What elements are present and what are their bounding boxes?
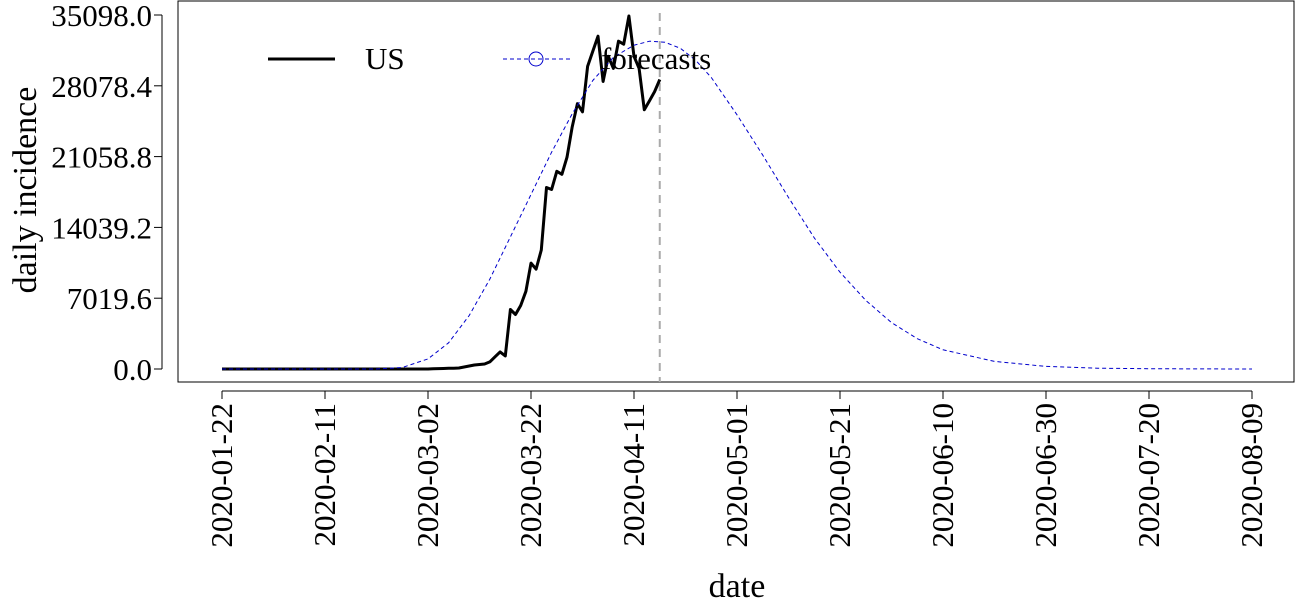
- plot-lines: [222, 13, 1253, 382]
- x-tick-label: 2020-06-10: [925, 403, 960, 548]
- x-tick-label: 2020-04-11: [616, 403, 651, 547]
- y-tick-label: 7019.6: [67, 281, 152, 316]
- x-tick-label: 2020-08-09: [1234, 403, 1269, 548]
- y-tick-label: 35098.0: [51, 0, 152, 33]
- x-tick-label: 2020-05-21: [822, 403, 857, 548]
- x-tick-label: 2020-07-20: [1131, 403, 1166, 548]
- legend-label-us: US: [365, 41, 405, 76]
- x-tick-label: 2020-05-01: [719, 403, 754, 548]
- legend-marker-forecasts: [528, 51, 544, 67]
- y-axis-label: daily incidence: [7, 87, 44, 294]
- x-axis: 2020-01-22 2020-02-11 2020-03-02 2020-03-22…: [204, 390, 1269, 548]
- series-us-line: [222, 14, 662, 371]
- plot-frame: [177, 0, 1295, 383]
- x-tick-label: 2020-03-22: [513, 403, 548, 548]
- x-axis-label: date: [709, 568, 766, 600]
- x-tick-label: 2020-01-22: [204, 403, 239, 548]
- y-tick-label: 21058.8: [51, 140, 152, 175]
- x-tick-label: 2020-02-11: [307, 403, 342, 547]
- y-tick-label: 28078.4: [51, 69, 152, 104]
- y-tick-label: 0.0: [113, 352, 152, 387]
- y-axis: 0.0 7019.6 14039.2 21058.8 28078.4 35098.0: [51, 0, 163, 387]
- x-tick-label: 2020-03-02: [410, 403, 445, 548]
- x-tick-label: 2020-06-30: [1028, 403, 1063, 548]
- y-tick-label: 14039.2: [51, 210, 152, 245]
- legend: US forecasts: [268, 41, 711, 76]
- series-forecasts-line: [222, 40, 1253, 370]
- legend-label-forecasts: forecasts: [601, 41, 711, 76]
